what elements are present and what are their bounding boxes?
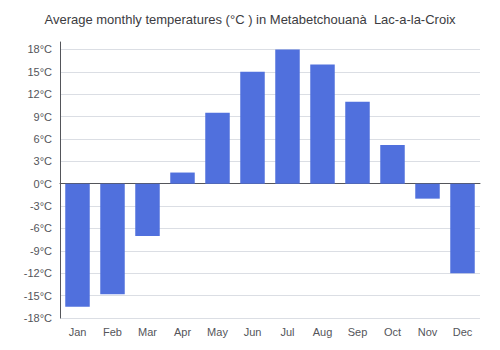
svg-text:-6°C: -6°C — [30, 222, 52, 234]
svg-text:3°C: 3°C — [34, 155, 53, 167]
svg-text:Apr: Apr — [174, 326, 191, 338]
svg-text:May: May — [207, 326, 228, 338]
svg-text:Mar: Mar — [138, 326, 157, 338]
svg-text:Jan: Jan — [69, 326, 87, 338]
svg-text:12°C: 12°C — [27, 88, 52, 100]
svg-text:Aug: Aug — [313, 326, 333, 338]
svg-text:Average monthly temperatures (: Average monthly temperatures (°C ) in Me… — [44, 12, 456, 27]
svg-text:Nov: Nov — [418, 326, 438, 338]
svg-text:-18°C: -18°C — [24, 312, 52, 324]
svg-text:-9°C: -9°C — [30, 245, 52, 257]
svg-text:Dec: Dec — [453, 326, 473, 338]
svg-text:9°C: 9°C — [34, 111, 53, 123]
svg-text:-15°C: -15°C — [24, 290, 52, 302]
svg-text:Jun: Jun — [244, 326, 262, 338]
svg-text:0°C: 0°C — [34, 178, 53, 190]
svg-text:15°C: 15°C — [27, 66, 52, 78]
svg-text:-3°C: -3°C — [30, 200, 52, 212]
svg-text:18°C: 18°C — [27, 43, 52, 55]
svg-text:Sep: Sep — [348, 326, 368, 338]
svg-text:-12°C: -12°C — [24, 267, 52, 279]
svg-text:Jul: Jul — [280, 326, 294, 338]
svg-text:Oct: Oct — [384, 326, 401, 338]
svg-text:Feb: Feb — [103, 326, 122, 338]
svg-text:6°C: 6°C — [34, 133, 53, 145]
